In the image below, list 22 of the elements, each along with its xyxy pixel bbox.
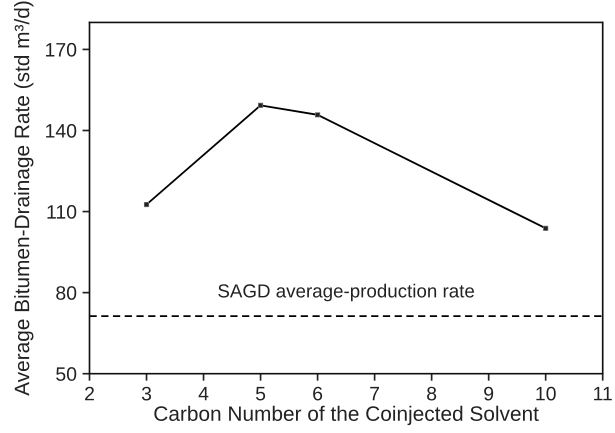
x-axis-title: Carbon Number of the Coinjected Solvent — [154, 406, 539, 426]
y-tick-label: 110 — [47, 205, 76, 219]
y-tick-label: 140 — [46, 124, 76, 138]
point — [543, 226, 548, 231]
x-tick-label: 3 — [142, 386, 152, 400]
x-tick-label: 6 — [313, 386, 322, 400]
y-axis-title: Average Bitumen-Drainage Rate (std m³/d) — [14, 2, 34, 396]
point — [315, 112, 320, 118]
x-tick-label: 8 — [427, 386, 436, 400]
x-tick-label: 7 — [370, 386, 380, 400]
y-tick-label: 80 — [56, 286, 76, 300]
point — [258, 102, 264, 108]
x-tick-label: 2 — [85, 386, 94, 400]
x-tick-label: 11 — [594, 386, 612, 400]
point — [144, 202, 150, 208]
y-tick-label: 50 — [56, 367, 76, 381]
x-tick-label: 4 — [198, 386, 208, 400]
ref-line-label: SAGD average-production rate — [218, 284, 474, 302]
x-tick-label: 5 — [256, 386, 266, 400]
x-tick-label: 9 — [484, 386, 494, 400]
x-tick-label: 10 — [536, 386, 556, 400]
y-tick-label: 170 — [46, 42, 76, 57]
